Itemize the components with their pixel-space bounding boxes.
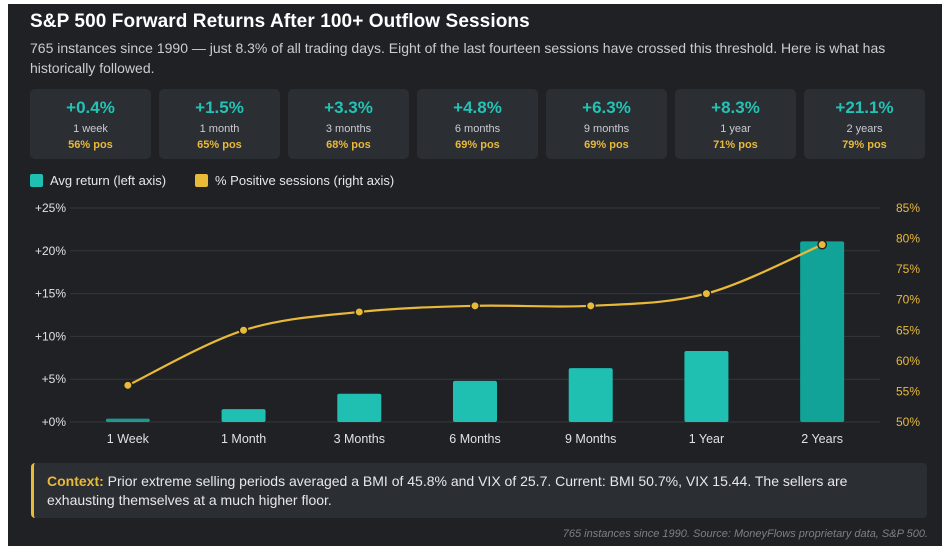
bar-avg-return (800, 241, 845, 422)
y-left-tick-label: +0% (42, 415, 67, 429)
bar-avg-return (453, 380, 497, 422)
stat-return: +3.3% (324, 98, 373, 117)
y-right-tick-label: 75% (896, 262, 920, 276)
bar-avg-return (105, 418, 150, 422)
x-tick-label: 1 Year (689, 432, 724, 446)
stat-card-9-months: +6.3% 9 months 69% pos (546, 89, 667, 159)
context-label: Context: (47, 473, 104, 489)
source-footnote: 765 instances since 1990. Source: MoneyF… (562, 528, 928, 540)
chart-subtitle: 765 instances since 1990 — just 8.3% of … (30, 40, 886, 76)
stat-return: +6.3% (582, 98, 631, 117)
chart-panel: S&P 500 Forward Returns After 100+ Outfl… (8, 4, 942, 546)
y-right-tick-label: 60% (896, 354, 920, 368)
stat-card-6-months: +4.8% 6 months 69% pos (417, 89, 538, 159)
y-right-tick-label: 80% (896, 232, 920, 246)
point-positive-sessions (354, 307, 365, 317)
context-text: Prior extreme selling periods averaged a… (47, 473, 848, 508)
context-note: Context: Prior extreme selling periods a… (31, 463, 927, 518)
y-left-tick-label: +5% (42, 372, 67, 386)
stat-return: +0.4% (66, 98, 115, 117)
stat-card-1-week: +0.4% 1 week 56% pos (30, 89, 151, 159)
bar-avg-return (337, 393, 382, 422)
legend-swatch-positive-sessions (195, 174, 208, 187)
x-tick-label: 9 Months (565, 432, 616, 446)
point-positive-sessions (470, 300, 480, 311)
stat-positive: 56% pos (68, 139, 113, 151)
y-left-tick-label: +10% (35, 329, 66, 343)
stat-card-2-years: +21.1% 2 years 79% pos (804, 89, 925, 159)
stat-positive: 71% pos (713, 139, 758, 151)
chart-title: S&P 500 Forward Returns After 100+ Outfl… (30, 11, 530, 32)
stat-positive: 69% pos (584, 139, 629, 151)
y-right-tick-label: 50% (896, 415, 920, 429)
stat-cards: +0.4% 1 week 56% pos +1.5% 1 month 65% p… (30, 89, 934, 161)
stat-period: 1 week (73, 123, 108, 135)
stat-period: 3 months (325, 123, 372, 135)
x-tick-label: 3 Months (334, 432, 385, 446)
y-right-tick-label: 55% (896, 384, 920, 398)
x-tick-label: 1 Month (221, 432, 266, 446)
point-positive-sessions (238, 325, 249, 336)
stat-period: 2 years (846, 123, 883, 135)
x-tick-label: 1 Week (107, 432, 150, 446)
stat-positive: 65% pos (197, 139, 242, 151)
legend-label-positive-sessions: % Positive sessions (right axis) (215, 173, 395, 188)
stat-return: +21.1% (835, 98, 894, 117)
stat-return: +1.5% (195, 98, 244, 117)
y-left-tick-label: +25% (35, 201, 66, 215)
point-positive-sessions (122, 380, 133, 391)
legend-label-avg-return: Avg return (left axis) (50, 173, 167, 188)
stat-positive: 68% pos (326, 139, 371, 151)
y-right-tick-label: 65% (896, 323, 920, 337)
y-right-tick-label: 70% (896, 293, 920, 307)
stat-card-1-month: +1.5% 1 month 65% pos (159, 89, 280, 159)
x-tick-label: 2 Years (801, 432, 843, 446)
stat-return: +8.3% (711, 98, 760, 117)
stat-card-1-year: +8.3% 1 year 71% pos (675, 89, 796, 159)
point-positive-sessions (817, 239, 828, 250)
combo-chart: +0% +5% +10% +15% +20% +25% 50% 55% 60% 65% 70% 75%… (35, 201, 920, 446)
legend-swatch-avg-return (30, 174, 43, 187)
stat-period: 9 months (583, 123, 630, 135)
bar-avg-return (221, 409, 266, 422)
stat-positive: 79% pos (842, 139, 887, 151)
y-right-tick-label: 85% (896, 201, 920, 215)
stat-positive: 69% pos (455, 139, 500, 151)
point-positive-sessions (701, 288, 712, 299)
y-left-tick-label: +15% (35, 287, 66, 301)
stat-period: 1 month (199, 123, 240, 135)
stat-period: 1 year (720, 123, 751, 135)
point-positive-sessions (585, 300, 596, 311)
stat-return: +4.8% (453, 98, 502, 117)
y-left-tick-label: +20% (35, 244, 66, 258)
x-tick-label: 6 Months (449, 432, 500, 446)
bar-avg-return (568, 368, 613, 422)
bar-avg-return (684, 350, 729, 422)
stat-period: 6 months (454, 123, 501, 135)
stat-card-3-months: +3.3% 3 months 68% pos (288, 89, 409, 159)
